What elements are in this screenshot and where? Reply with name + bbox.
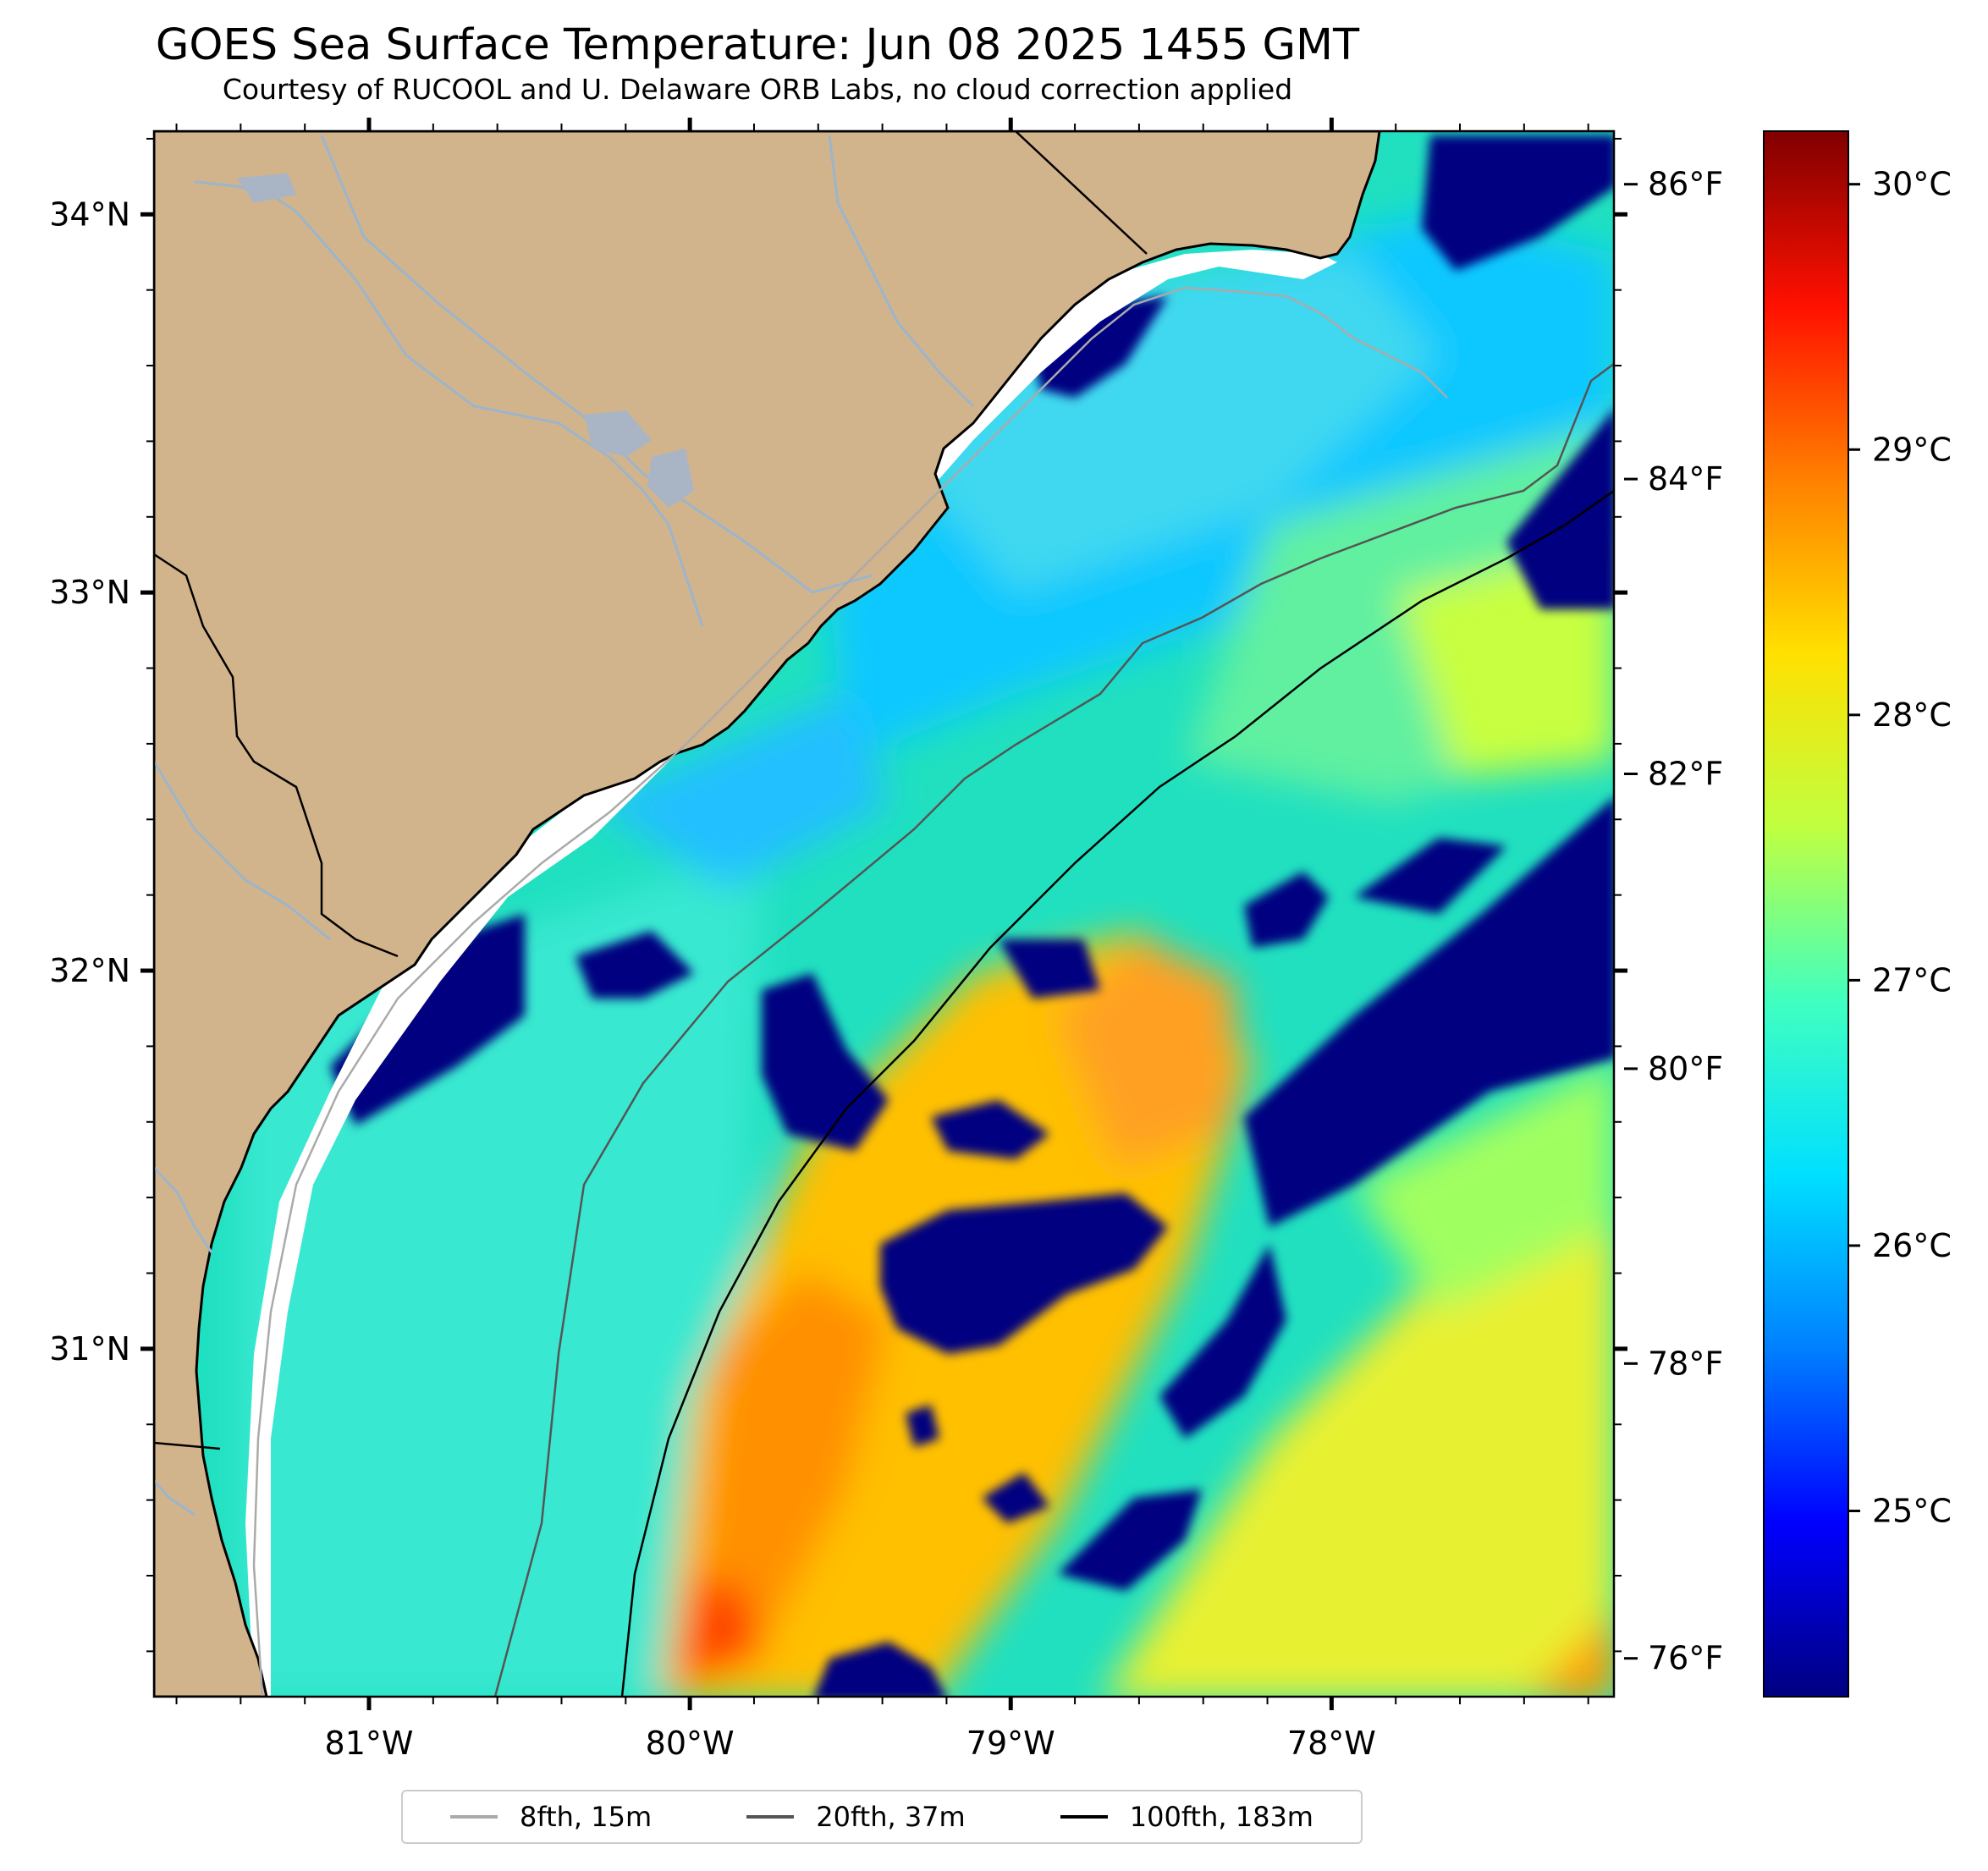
sst-yellow-southeast [1103,1186,1614,1697]
lon-tick-label-0: 81°W [325,1725,414,1762]
celsius-tick-label-3: 28°C [1872,696,1952,734]
fahrenheit-tick-label-3: 82°F [1648,756,1723,793]
celsius-axis: 25°C 26°C 27°C 28°C 29°C 30°C [1848,166,1952,1530]
celsius-tick-label-0: 25°C [1872,1493,1952,1530]
celsius-tick-label-1: 26°C [1872,1227,1952,1264]
lat-tick-label-1: 33°N [49,574,130,611]
fahrenheit-axis: 76°F 78°F 80°F 82°F 84°F 86°F [1624,166,1723,1677]
legend-line-0 [450,1815,498,1819]
cloud-patch-32n-center [762,973,889,1151]
legend-label-1: 20fth, 37m [816,1801,966,1833]
sst-orange-corner [1528,1610,1614,1697]
lat-tick-label-0: 34°N [49,195,130,233]
isobath-legend: 8fth, 15m 20fth, 37m 100fth, 183m [401,1790,1363,1844]
isobath-8fth [252,286,1448,1697]
legend-line-1 [746,1815,795,1819]
sst-gulfstream-hot [694,1269,889,1650]
isobath-8fth-line [252,286,1448,1697]
isobath-100fth [620,489,1614,1697]
cloud-patch-east-mid [1506,409,1614,609]
cloud-patch-nearshore-north [1033,296,1168,398]
legend-line-2 [1060,1815,1108,1819]
border-ga-fl [154,1441,221,1450]
lon-tick-label-3: 78°W [1287,1725,1376,1762]
cloud-patch-east-band-2 [1354,838,1506,914]
legend-item-0: 8fth, 15m [450,1801,652,1833]
latitude-axis: 34°N 33°N 32°N 31°N [49,195,1627,1367]
isobath-20fth-line [493,362,1614,1697]
map-title: GOES Sea Surface Temperature: Jun 08 202… [155,20,1360,70]
river-satilla [154,1479,195,1516]
lat-tick-label-2: 32°N [49,952,130,989]
sst-gulfstream-red [677,1574,762,1684]
isobath-100fth-line [620,489,1614,1697]
fahrenheit-tick-label-1: 78°F [1648,1345,1723,1382]
fahrenheit-tick-label-4: 84°F [1648,460,1723,498]
state-borders [154,131,1148,1450]
colorbar: 25°C 26°C 27°C 28°C 29°C 30°C [1763,130,1952,1698]
lon-tick-label-1: 80°W [646,1725,735,1762]
cloud-patch-nearshore-32n [330,914,525,1125]
cloud-patch-southeast-1 [1058,1489,1202,1591]
cloud-patch-small-1 [906,1405,939,1447]
border-sc-ga [154,553,399,958]
cloud-patch-small-2 [982,1472,1049,1523]
legend-label-0: 8fth, 15m [520,1801,653,1833]
border-nc-sc [1015,131,1148,255]
sst-shelf-blue-inner [592,694,889,889]
cloud-patch-eddy-ring [931,1100,1049,1159]
legend-item-1: 20fth, 37m [746,1801,966,1833]
sst-warm-eddy-center [1058,939,1236,1168]
longitude-axis: 81°W 80°W 79°W 78°W [325,118,1376,1762]
land-mass [154,131,1381,1697]
fahrenheit-tick-label-5: 86°F [1648,166,1723,203]
map-subtitle: Courtesy of RUCOOL and U. Delaware ORB L… [222,73,1293,106]
sst-green-southeast [1354,1059,1614,1312]
celsius-tick-label-4: 29°C [1872,431,1952,468]
cloud-patch-32n-offshore [575,931,694,999]
river-altamaha [154,1166,213,1253]
map-frame [152,129,1616,1698]
cloud-patch-east-band [1244,797,1614,1227]
colorbar-gradient [1763,130,1849,1698]
cloud-patch-south-edge [814,1642,946,1697]
celsius-tick-label-2: 27°C [1872,961,1952,999]
river-savannah [154,761,331,941]
legend-item-2: 100fth, 183m [1060,1801,1313,1833]
cloud-masks [330,135,1614,1697]
sst-map[interactable] [154,131,1616,1701]
lake-marion [584,410,652,457]
lake-moultrie [647,448,694,508]
celsius-tick-label-5: 30°C [1872,166,1952,203]
cloud-patch-northeast-stripe [1244,872,1329,948]
lat-tick-label-3: 31°N [49,1330,130,1367]
minor-ticks [146,124,1622,1704]
cloud-patch-central-south [880,1193,1168,1354]
cloud-patch-south-band [1159,1244,1286,1439]
lon-tick-label-2: 79°W [966,1725,1055,1762]
lake-north [237,173,296,203]
sst-cyan-shelf [889,254,1439,592]
cloud-patch-northeast [1422,135,1614,271]
isobath-20fth [493,362,1614,1697]
legend-label-2: 100fth, 183m [1129,1801,1313,1833]
fahrenheit-tick-label-0: 76°F [1648,1640,1723,1677]
river-waccamaw [828,135,975,408]
fahrenheit-tick-label-2: 80°F [1648,1050,1723,1087]
cloud-patch-eddy-north [999,939,1100,999]
